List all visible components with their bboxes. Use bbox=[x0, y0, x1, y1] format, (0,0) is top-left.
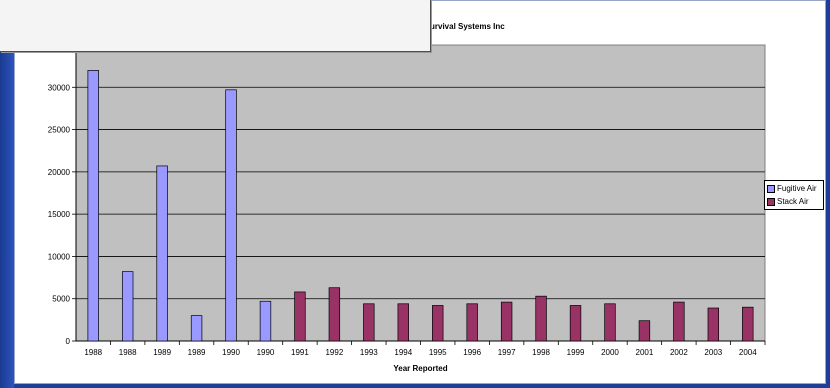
x-tick-label: 1999 bbox=[567, 348, 585, 357]
x-tick-label: 2004 bbox=[739, 348, 757, 357]
legend-swatch-stack-air bbox=[767, 197, 775, 206]
x-tick-label: 2002 bbox=[670, 348, 688, 357]
legend-swatch-fugitive-air bbox=[767, 184, 775, 193]
bar-stack-air bbox=[707, 307, 720, 342]
bar-stack-air bbox=[466, 303, 478, 342]
x-tick-label: 1991 bbox=[291, 348, 309, 357]
bars bbox=[87, 70, 754, 342]
x-tick-label: 2001 bbox=[636, 348, 654, 357]
y-tick-label: 0 bbox=[66, 337, 71, 346]
x-tick-label: 1993 bbox=[360, 348, 378, 357]
bar-stack-air bbox=[638, 320, 651, 342]
bar-stack-air bbox=[742, 306, 754, 342]
bar-stack-air bbox=[604, 303, 616, 342]
bar-fugitive-air bbox=[87, 70, 99, 342]
legend-item-stack-air: Stack Air bbox=[767, 195, 821, 208]
bar-stack-air bbox=[500, 301, 513, 342]
bar-stack-air bbox=[363, 303, 375, 342]
bar-fugitive-air bbox=[156, 165, 168, 342]
gridlines bbox=[75, 44, 766, 342]
bar-stack-air bbox=[569, 305, 582, 342]
x-tick-label: 1988 bbox=[84, 348, 102, 357]
y-tick-label: 25000 bbox=[48, 126, 71, 135]
x-tick-label: 1989 bbox=[153, 348, 171, 357]
window-left-border bbox=[0, 0, 14, 388]
x-tick-label: 1995 bbox=[429, 348, 447, 357]
bar-fugitive-air bbox=[190, 315, 203, 342]
overlay-popup[interactable] bbox=[0, 0, 431, 52]
legend: Fugitive Air Stack Air bbox=[764, 180, 824, 210]
legend-item-fugitive-air: Fugitive Air bbox=[767, 182, 821, 195]
y-tick-label: 30000 bbox=[48, 83, 71, 92]
y-tick-label: 20000 bbox=[48, 168, 71, 177]
bar-fugitive-air bbox=[225, 89, 237, 342]
y-tick-label: 10000 bbox=[48, 252, 71, 261]
chart-title: urvival Systems Inc bbox=[430, 22, 505, 31]
x-axis-ticks: 1988 1988 1989 1989 1990 1990 1991 1992 1993 1994… bbox=[84, 341, 766, 357]
x-tick-label: 1994 bbox=[394, 348, 412, 357]
x-tick-label: 1990 bbox=[222, 348, 240, 357]
bar-stack-air bbox=[328, 287, 341, 342]
x-tick-label: 1992 bbox=[325, 348, 343, 357]
x-tick-label: 2000 bbox=[601, 348, 619, 357]
x-tick-label: 2003 bbox=[704, 348, 722, 357]
y-tick-label: 15000 bbox=[48, 210, 71, 219]
legend-label-fugitive-air: Fugitive Air bbox=[777, 184, 817, 193]
bar-stack-air bbox=[535, 295, 547, 342]
bar-stack-air bbox=[294, 291, 306, 342]
x-tick-label: 1998 bbox=[532, 348, 550, 357]
x-tick-label: 1996 bbox=[463, 348, 481, 357]
x-tick-label: 1997 bbox=[498, 348, 516, 357]
x-tick-label: 1989 bbox=[188, 348, 206, 357]
bar-stack-air bbox=[432, 305, 444, 342]
bar-stack-air bbox=[397, 303, 409, 342]
x-tick-label: 1988 bbox=[119, 348, 137, 357]
plot-area bbox=[75, 44, 766, 342]
legend-label-stack-air: Stack Air bbox=[777, 197, 809, 206]
x-axis-title: Year Reported bbox=[393, 364, 447, 373]
bar-fugitive-air bbox=[121, 271, 134, 342]
bar-fugitive-air bbox=[259, 300, 272, 342]
window-right-border bbox=[826, 0, 830, 388]
y-axis-ticks: 0 5000 10000 15000 20000 25000 30000 bbox=[48, 83, 76, 346]
bar-stack-air bbox=[673, 301, 685, 342]
y-tick-label: 5000 bbox=[52, 295, 70, 304]
x-tick-label: 1990 bbox=[257, 348, 275, 357]
